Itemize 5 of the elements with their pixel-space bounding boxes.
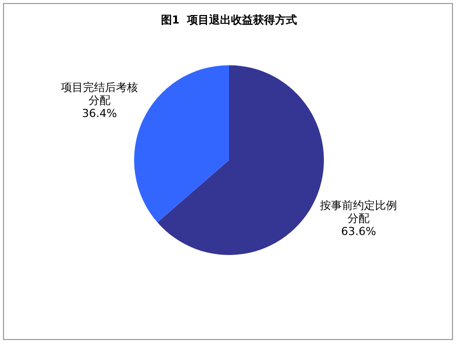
data-label: 63.6% [341,224,376,238]
slice-label: 按事前约定比例分配 [320,198,398,225]
slice-label: 项目完结后考核分配 [60,80,138,107]
data-label: 36.4% [82,106,117,120]
chart-title: 图1 项目退出收益获得方式 [160,13,298,26]
